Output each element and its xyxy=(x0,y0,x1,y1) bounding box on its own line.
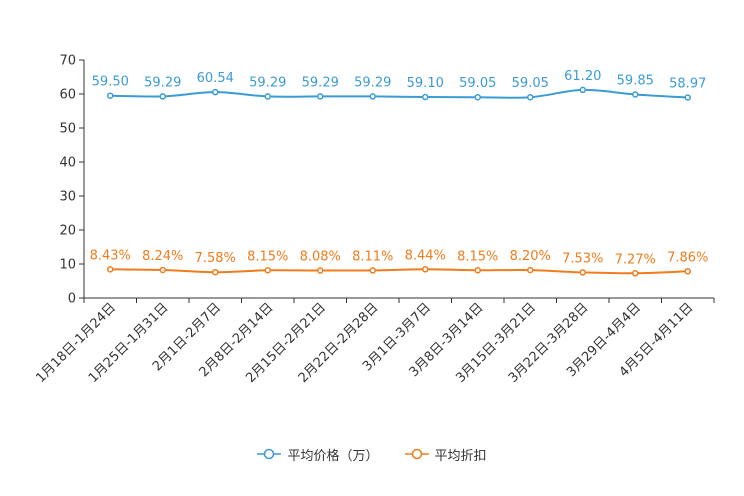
data-point[interactable] xyxy=(632,270,639,277)
legend-item-avg-price[interactable]: 平均价格（万） xyxy=(257,445,379,464)
data-label: 59.85 xyxy=(617,74,654,89)
data-point[interactable] xyxy=(474,267,481,274)
data-point[interactable] xyxy=(264,93,271,100)
data-label: 8.15% xyxy=(247,249,288,264)
y-tick-label: 40 xyxy=(59,156,76,171)
data-point[interactable] xyxy=(107,266,114,273)
x-axis: 1月18日-1月24日1月25日-1月31日2月1日-2月7日2月8日-2月14… xyxy=(33,298,715,386)
data-label: 59.29 xyxy=(249,75,286,90)
data-point[interactable] xyxy=(632,91,639,98)
y-tick-label: 70 xyxy=(59,54,76,69)
data-label: 59.50 xyxy=(92,75,129,90)
data-label: 8.20% xyxy=(510,249,551,264)
series-line-1 xyxy=(110,268,688,275)
legend-label-avg-discount: 平均折扣 xyxy=(434,448,487,464)
data-label: 59.05 xyxy=(459,76,496,91)
data-point[interactable] xyxy=(474,93,481,101)
data-label: 8.24% xyxy=(142,249,183,264)
data-point[interactable] xyxy=(527,266,534,274)
data-point[interactable] xyxy=(684,94,691,101)
data-point[interactable] xyxy=(159,266,166,274)
legend-label-avg-price: 平均价格（万） xyxy=(287,448,379,464)
data-label: 59.29 xyxy=(144,75,181,90)
data-point[interactable] xyxy=(579,86,586,94)
y-tick-label: 60 xyxy=(59,88,76,103)
data-point[interactable] xyxy=(369,267,376,274)
y-tick-label: 20 xyxy=(59,224,76,239)
data-point[interactable] xyxy=(107,92,114,99)
data-label: 8.08% xyxy=(300,250,341,265)
data-point[interactable] xyxy=(317,267,324,274)
line-marker-icon xyxy=(257,448,282,460)
y-tick-label: 0 xyxy=(68,292,76,307)
data-point[interactable] xyxy=(579,269,586,276)
series-line-0 xyxy=(110,88,688,99)
series-labels: 59.50 59.29 60.54 59.29 59.29 59.29 59.10 59.05… xyxy=(90,69,709,267)
data-label: 59.05 xyxy=(512,76,549,91)
data-label: 8.11% xyxy=(352,249,393,264)
legend-item-avg-discount[interactable]: 平均折扣 xyxy=(404,445,487,464)
data-point[interactable] xyxy=(212,88,219,96)
line-marker-icon xyxy=(404,448,429,460)
data-label: 61.20 xyxy=(564,69,601,84)
data-point[interactable] xyxy=(369,93,376,100)
data-point[interactable] xyxy=(422,266,429,273)
data-label: 59.29 xyxy=(302,75,339,90)
data-label: 7.86% xyxy=(667,250,708,265)
data-point[interactable] xyxy=(422,93,429,101)
legend: 平均价格（万） 平均折扣 xyxy=(0,444,744,464)
data-label: 8.44% xyxy=(405,248,446,263)
data-label: 8.43% xyxy=(90,248,131,263)
series-lines xyxy=(110,88,688,275)
series-points xyxy=(107,86,691,277)
data-label: 58.97 xyxy=(669,77,706,92)
data-label: 7.58% xyxy=(195,251,236,266)
data-point[interactable] xyxy=(684,268,691,275)
data-point[interactable] xyxy=(317,93,324,100)
data-label: 7.53% xyxy=(562,251,603,266)
data-label: 60.54 xyxy=(197,71,234,86)
y-tick-label: 30 xyxy=(59,190,76,205)
data-point[interactable] xyxy=(264,267,271,274)
data-label: 59.10 xyxy=(407,76,444,91)
data-point[interactable] xyxy=(212,268,219,276)
y-tick-label: 50 xyxy=(59,122,76,137)
data-point[interactable] xyxy=(159,93,166,100)
data-label: 59.29 xyxy=(354,75,391,90)
data-label: 7.27% xyxy=(615,252,656,267)
y-axis: 0 10 20 30 40 50 60 70 xyxy=(59,54,84,307)
y-tick-label: 10 xyxy=(59,258,76,273)
data-label: 8.15% xyxy=(457,249,498,264)
data-point[interactable] xyxy=(527,93,534,101)
